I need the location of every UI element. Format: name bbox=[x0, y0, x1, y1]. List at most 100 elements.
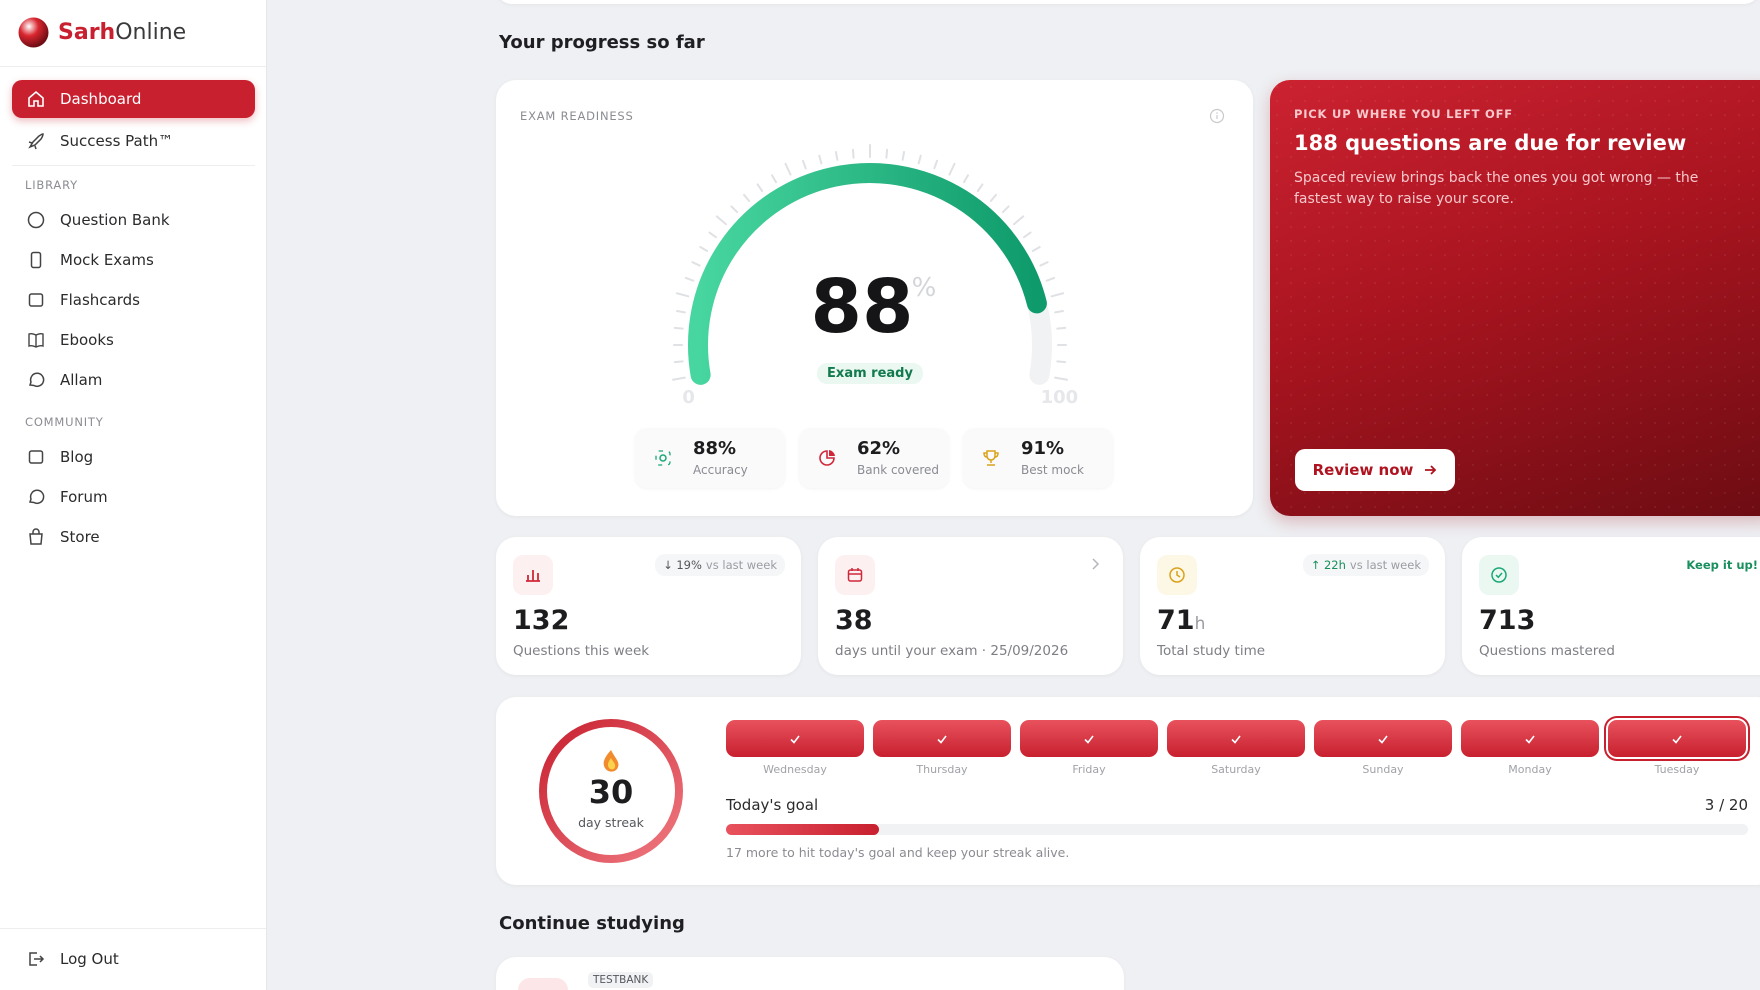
stat-badge: Keep it up! bbox=[1678, 554, 1760, 576]
streak-ring bbox=[539, 719, 683, 863]
check bbox=[1084, 735, 1094, 744]
nav-item[interactable]: Blog bbox=[12, 438, 255, 476]
arrow bbox=[1425, 465, 1437, 475]
gauge-tick bbox=[743, 193, 751, 202]
goal-track bbox=[726, 824, 1748, 835]
continue-heading: Continue studying bbox=[499, 913, 685, 934]
nav-item[interactable]: Ebooks bbox=[12, 321, 255, 359]
review-title: 188 questions are due for review bbox=[1294, 131, 1687, 155]
icon bbox=[29, 528, 43, 545]
stat-icon bbox=[1479, 555, 1519, 595]
mini-value: 88% bbox=[693, 438, 737, 459]
day-label: Wednesday bbox=[763, 763, 827, 776]
gauge-tick bbox=[851, 148, 855, 159]
badge-value: ↓ 19% bbox=[663, 558, 702, 572]
nav-item[interactable]: Question Bank bbox=[12, 201, 255, 239]
icon bbox=[847, 568, 863, 582]
check bbox=[790, 735, 800, 744]
gauge-tick bbox=[1045, 276, 1056, 282]
brand-a: Sarh bbox=[58, 20, 116, 45]
nav-label: Store bbox=[60, 528, 100, 546]
stat-number: 38 bbox=[835, 605, 873, 636]
icon bbox=[28, 332, 44, 348]
gauge-tick bbox=[948, 162, 956, 176]
review-button[interactable]: Review now bbox=[1295, 449, 1455, 491]
goal-count: 3 / 20 bbox=[1704, 796, 1748, 814]
stat-value: 71h bbox=[1157, 605, 1205, 636]
badge-value: Keep it up! bbox=[1686, 558, 1758, 572]
gauge-tick bbox=[1050, 292, 1065, 298]
info-icon[interactable] bbox=[1209, 108, 1225, 124]
gauge-tick bbox=[1039, 261, 1049, 267]
nav-item[interactable]: Flashcards bbox=[12, 281, 255, 319]
nav-label: Dashboard bbox=[60, 90, 142, 108]
gauge-tick bbox=[885, 148, 889, 159]
icon bbox=[1169, 567, 1185, 583]
gauge-tick bbox=[784, 162, 792, 176]
icon bbox=[30, 251, 42, 269]
check bbox=[1231, 735, 1241, 744]
stat-value: 132 bbox=[513, 605, 569, 636]
check bbox=[1525, 735, 1535, 744]
gauge-tick bbox=[730, 205, 739, 214]
icon bbox=[28, 450, 44, 464]
nav-item[interactable]: Dashboard bbox=[12, 80, 255, 118]
nav-label: Ebooks bbox=[60, 331, 114, 349]
mini-label: Accuracy bbox=[693, 463, 748, 477]
review-kicker: PICK UP WHERE YOU LEFT OFF bbox=[1294, 107, 1513, 121]
divider bbox=[12, 165, 255, 166]
gauge-tick bbox=[675, 309, 686, 314]
day-label: Monday bbox=[1508, 763, 1552, 776]
nav-item[interactable]: Success Path™ bbox=[12, 122, 255, 160]
stat-card: 38 days until your exam · 25/09/2026 bbox=[818, 537, 1123, 675]
icon bbox=[819, 450, 835, 466]
icon bbox=[28, 133, 44, 150]
stat-label: Questions this week bbox=[513, 643, 650, 659]
goal-title: Today's goal bbox=[726, 796, 819, 814]
day-label: Friday bbox=[1072, 763, 1106, 776]
gauge-tick bbox=[715, 215, 727, 226]
gauge-tick bbox=[963, 174, 969, 184]
gauge-tick bbox=[818, 154, 823, 165]
day-pill bbox=[1461, 720, 1599, 757]
mini-value: 62% bbox=[857, 438, 901, 459]
status-pill: Exam ready bbox=[817, 363, 923, 384]
gauge-tick bbox=[673, 360, 684, 364]
gauge-tick bbox=[684, 276, 695, 282]
gauge-tick bbox=[1031, 246, 1041, 252]
icon bbox=[29, 952, 45, 966]
nav-label: Mock Exams bbox=[60, 251, 154, 269]
gauge-tick bbox=[933, 159, 939, 170]
day-pill bbox=[1608, 720, 1746, 757]
nav-label: Log Out bbox=[60, 950, 119, 968]
gauge-scale-label: 100 bbox=[1041, 387, 1079, 408]
icon bbox=[1491, 567, 1507, 583]
icon bbox=[655, 450, 671, 466]
chevron[interactable] bbox=[1089, 557, 1103, 571]
stat-number: 132 bbox=[513, 605, 570, 636]
stat-card: 713 Questions mastered Keep it up! bbox=[1462, 537, 1760, 675]
icon bbox=[28, 372, 45, 387]
nav-item[interactable]: Forum bbox=[12, 478, 255, 516]
icon bbox=[526, 570, 540, 582]
streak-label: day streak bbox=[578, 815, 644, 830]
gauge-tick bbox=[673, 326, 684, 330]
divider bbox=[0, 928, 266, 929]
section-title: LIBRARY bbox=[25, 178, 78, 192]
nav-label: Allam bbox=[60, 371, 103, 389]
stat-value: 38 bbox=[835, 605, 873, 636]
day-label: Thursday bbox=[916, 763, 968, 776]
nav-item[interactable]: Store bbox=[12, 518, 255, 556]
review-card bbox=[1270, 80, 1760, 516]
nav-item[interactable]: Allam bbox=[12, 361, 255, 399]
nav-label: Question Bank bbox=[60, 211, 170, 229]
nav-label: Flashcards bbox=[60, 291, 140, 309]
badge-note: vs last week bbox=[1349, 558, 1421, 572]
gauge-tick bbox=[834, 150, 839, 161]
logout[interactable]: Log Out bbox=[12, 940, 255, 978]
stat-icon bbox=[513, 555, 553, 595]
nav-item[interactable]: Mock Exams bbox=[12, 241, 255, 279]
